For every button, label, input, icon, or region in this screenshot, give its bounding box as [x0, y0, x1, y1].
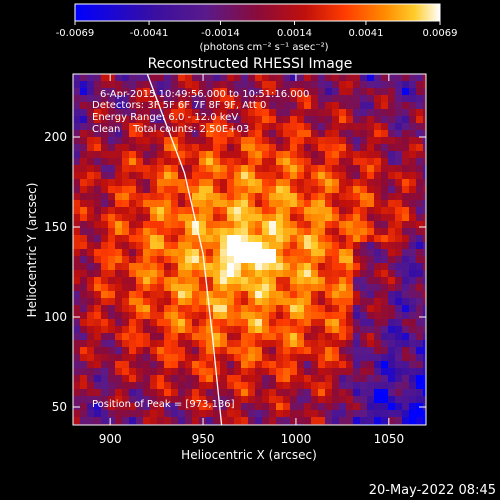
x-tick-label: 1000 [281, 432, 312, 446]
plot-area: 900 950 1000 1050 50 100 150 200 [44, 73, 427, 446]
annotation-time-range: 6-Apr-2015 10:49:56.000 to 10:51:16.000 [100, 89, 309, 100]
y-tick-label: 100 [44, 310, 67, 324]
footer-date: 20-May-2022 08:45 [369, 483, 496, 498]
x-tick-label: 900 [99, 432, 122, 446]
annotations: 6-Apr-2015 10:49:56.000 to 10:51:16.000 … [92, 89, 309, 410]
axis-ticks: 900 950 1000 1050 50 100 150 200 [44, 74, 426, 446]
y-axis-label: Heliocentric Y (arcsec) [25, 183, 39, 318]
annotation-detectors: Detectors: 3F 5F 6F 7F 8F 9F, Att 0 [92, 100, 266, 111]
y-tick-label: 200 [44, 130, 67, 144]
colorbar-tick-label: -0.0041 [130, 28, 169, 39]
annotation-peak-position: Position of Peak = [973,136] [92, 399, 235, 410]
colorbar: -0.0069 -0.0041 -0.0014 0.0014 0.0041 0.0069 … [56, 3, 458, 53]
chart-title: Reconstructed RHESSI Image [148, 56, 353, 72]
colorbar-units: (photons cm⁻² s⁻¹ asec⁻²) [199, 42, 328, 53]
y-tick-label: 50 [52, 400, 67, 414]
x-axis-label: Heliocentric X (arcsec) [181, 448, 317, 462]
solar-limb-curve [146, 74, 223, 425]
colorbar-tick-label: -0.0069 [56, 28, 95, 39]
colorbar-ticks: -0.0069 -0.0041 -0.0014 0.0014 0.0041 0.0069 [56, 21, 458, 39]
y-tick-label: 150 [44, 220, 67, 234]
colorbar-tick-label: -0.0014 [201, 28, 240, 39]
colorbar-gradient [74, 3, 441, 22]
annotation-energy-range: Energy Range: 6.0 - 12.0 keV [92, 112, 238, 123]
colorbar-tick-label: 0.0041 [348, 28, 383, 39]
x-tick-label: 1050 [374, 432, 405, 446]
colorbar-tick-label: 0.0069 [423, 28, 458, 39]
heatmap-image [73, 74, 426, 425]
plot-frame [72, 73, 427, 426]
x-tick-label: 950 [192, 432, 215, 446]
colorbar-tick-label: 0.0014 [277, 28, 312, 39]
annotation-clean-counts: Clean Total counts: 2.50E+03 [92, 124, 249, 135]
